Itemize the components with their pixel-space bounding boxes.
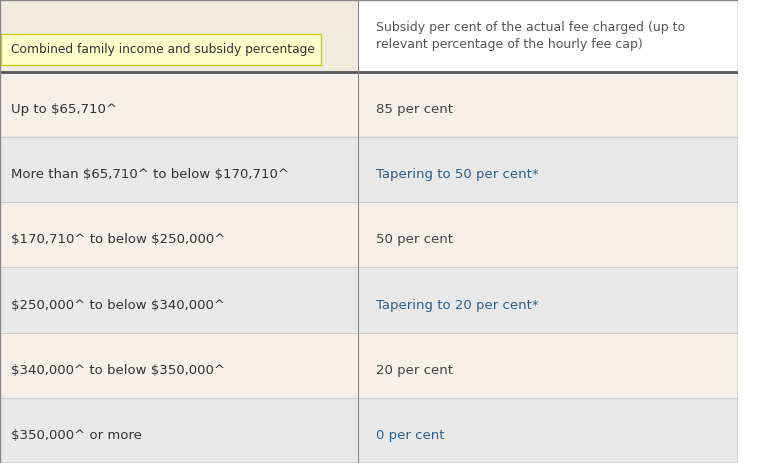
Bar	[358, 137, 738, 202]
Text: Tapering to 20 per cent*: Tapering to 20 per cent*	[376, 299, 539, 312]
Text: $350,000^ or more: $350,000^ or more	[11, 429, 142, 442]
Text: 50 per cent: 50 per cent	[376, 233, 453, 246]
Bar	[358, 268, 738, 332]
Bar	[358, 0, 738, 72]
Bar	[0, 268, 358, 332]
Bar	[0, 332, 358, 398]
Text: Combined family income and subsidy percentage: Combined family income and subsidy perce…	[11, 43, 315, 56]
Bar	[358, 72, 738, 137]
Bar	[0, 398, 358, 463]
Text: 0 per cent: 0 per cent	[376, 429, 445, 442]
Bar	[0, 72, 358, 137]
Text: Subsidy per cent of the actual fee charged (up to
relevant percentage of the hou: Subsidy per cent of the actual fee charg…	[376, 21, 685, 51]
Text: $170,710^ to below $250,000^: $170,710^ to below $250,000^	[11, 233, 225, 246]
Bar	[358, 332, 738, 398]
Text: $250,000^ to below $340,000^: $250,000^ to below $340,000^	[11, 299, 225, 312]
Bar	[0, 137, 358, 202]
Text: 85 per cent: 85 per cent	[376, 103, 453, 116]
Bar	[358, 202, 738, 267]
Bar	[0, 202, 358, 267]
Text: $340,000^ to below $350,000^: $340,000^ to below $350,000^	[11, 364, 225, 377]
Text: Combined Family Income: Combined Family Income	[11, 50, 168, 63]
Text: 20 per cent: 20 per cent	[376, 364, 453, 377]
Text: Tapering to 50 per cent*: Tapering to 50 per cent*	[376, 168, 539, 181]
Bar	[0, 0, 358, 72]
Text: More than $65,710^ to below $170,710^: More than $65,710^ to below $170,710^	[11, 168, 289, 181]
FancyBboxPatch shape	[1, 34, 321, 65]
Bar	[358, 398, 738, 463]
Text: Up to $65,710^: Up to $65,710^	[11, 103, 117, 116]
